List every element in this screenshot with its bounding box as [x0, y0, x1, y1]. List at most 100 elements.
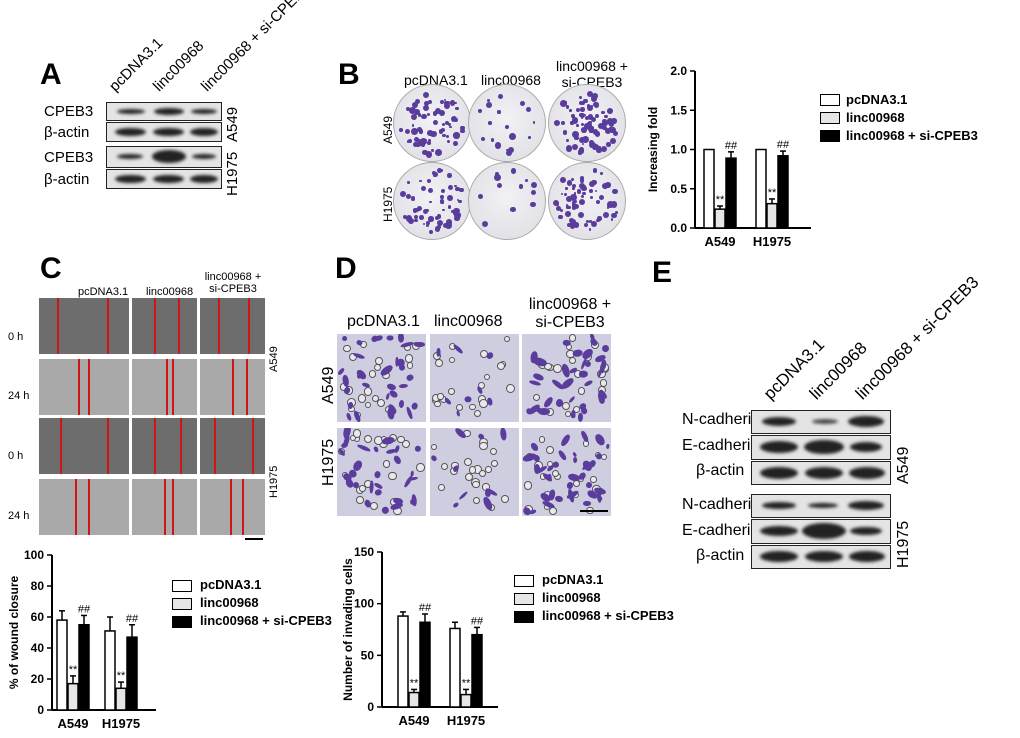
- panel-a-row-cpeb3-2: CPEB3: [44, 149, 94, 166]
- bar: [115, 687, 127, 711]
- legend-c-label-2: linc00968 + si-CPEB3: [200, 613, 332, 628]
- panel-e-letter: E: [652, 256, 673, 289]
- bar: [78, 624, 90, 711]
- blot-e-h1975-ecad: [751, 519, 891, 544]
- wound-image: [132, 359, 197, 415]
- panel-e-line-a549: A549: [895, 446, 912, 484]
- y-tick-label: 20: [31, 672, 45, 686]
- wound-image: [132, 418, 197, 474]
- panel-c-col-si: linc00968 + si-CPEB3: [203, 271, 263, 295]
- colony-dish: [393, 162, 471, 240]
- significance-mark: **: [462, 677, 471, 689]
- legend-b-swatch-1: [820, 112, 840, 124]
- bar: [104, 630, 116, 711]
- panel-e-row-ncad-2: N-cadherin: [682, 496, 761, 513]
- y-tick-label: 0.5: [670, 182, 687, 196]
- significance-mark: **: [716, 194, 725, 206]
- bar: [714, 208, 726, 229]
- panel-a-line-h1975: H1975: [224, 151, 241, 196]
- legend-b-label-0: pcDNA3.1: [846, 92, 908, 107]
- panel-e-row-actin-1: β-actin: [696, 462, 745, 479]
- y-tick-label: 60: [31, 610, 45, 624]
- significance-mark: ##: [725, 140, 738, 152]
- y-tick-label: 1.0: [670, 143, 687, 157]
- panel-c-col-si-line2: si-CPEB3: [209, 283, 257, 295]
- blot-a549-cpeb3: [106, 102, 222, 121]
- y-tick-label: 80: [31, 579, 45, 593]
- x-category-label: A549: [57, 716, 88, 731]
- panel-e-col-si: linc00968 + si-CPEB3: [851, 272, 983, 404]
- legend-d-swatch-2: [514, 611, 534, 623]
- panel-c-col-linc: linc00968: [146, 286, 194, 298]
- bar: [67, 682, 79, 711]
- panel-b-col-pcdna: pcDNA3.1: [404, 72, 468, 88]
- chart-c-wound-closure: 0 20 40 60 80 100% of wound closure ** ## A549 **…: [7, 548, 156, 731]
- wound-image: [39, 479, 129, 535]
- wound-image: [200, 359, 265, 415]
- panel-b-col-linc: linc00968: [481, 72, 541, 88]
- wound-image: [39, 418, 129, 474]
- panel-c-time-24h-a549: 24 h: [8, 390, 30, 402]
- significance-mark: ##: [126, 613, 139, 625]
- invasion-image: [430, 334, 519, 422]
- legend-c-label-1: linc00968: [200, 595, 259, 610]
- panel-d-col-si-line2: si-CPEB3: [535, 314, 605, 331]
- colony-dish: [468, 162, 546, 240]
- panel-c-letter: C: [40, 252, 62, 285]
- x-category-label: H1975: [102, 716, 140, 731]
- significance-mark: **: [768, 187, 777, 199]
- legend-b-swatch-0: [820, 94, 840, 106]
- legend-c-label-0: pcDNA3.1: [200, 577, 262, 592]
- panel-e-row-actin-2: β-actin: [696, 547, 745, 564]
- bar: [471, 633, 483, 708]
- scale-bar-c: [245, 538, 263, 540]
- significance-mark: ##: [419, 602, 432, 614]
- panel-e-row-ecad-2: E-cadherin: [682, 522, 760, 539]
- y-axis-label: % of wound closure: [7, 576, 21, 690]
- invasion-image: [522, 334, 611, 422]
- panel-d-col-si: linc00968 + si-CPEB3: [520, 296, 620, 332]
- wound-image: [132, 298, 197, 354]
- wound-image: [200, 298, 265, 354]
- significance-mark: ##: [78, 603, 91, 615]
- x-category-label: H1975: [447, 713, 485, 728]
- legend-b-label-1: linc00968: [846, 110, 905, 125]
- colony-dish: [393, 84, 471, 162]
- blot-h1975-cpeb3: [106, 146, 222, 168]
- bar: [725, 157, 737, 229]
- panel-e-row-ncad-1: N-cadherin: [682, 411, 761, 428]
- panel-e-row-ecad-1: E-cadherin: [682, 437, 760, 454]
- legend-b-swatch-2: [820, 130, 840, 142]
- panel-e-line-h1975: H1975: [895, 520, 912, 568]
- panel-a-row-cpeb3-1: CPEB3: [44, 103, 94, 120]
- bar: [755, 148, 767, 229]
- significance-mark: ##: [471, 615, 484, 627]
- y-axis-label: Increasing fold: [646, 107, 660, 192]
- panel-d-row-h1975: H1975: [320, 438, 337, 486]
- y-tick-label: 50: [361, 648, 375, 662]
- invasion-image: [337, 428, 426, 516]
- x-category-label: H1975: [753, 234, 791, 249]
- panel-c-time-24h-h1975: 24 h: [8, 510, 30, 522]
- legend-c-swatch-0: [172, 580, 192, 592]
- invasion-image: [337, 334, 426, 422]
- bar: [56, 619, 68, 711]
- significance-mark: **: [69, 664, 78, 676]
- panel-c-line-a549: A549: [268, 346, 280, 372]
- blot-e-a549-ecad: [751, 435, 891, 460]
- panel-b-letter: B: [338, 58, 360, 91]
- legend-d-label-0: pcDNA3.1: [542, 572, 604, 587]
- panel-c-col-si-line1: linc00968 +: [204, 271, 262, 283]
- legend-d-label-1: linc00968: [542, 590, 601, 605]
- y-tick-label: 0: [367, 700, 374, 714]
- y-tick-label: 2.0: [670, 64, 687, 78]
- legend-d-swatch-0: [514, 575, 534, 587]
- bar: [703, 148, 715, 229]
- scale-bar-d: [580, 510, 608, 512]
- blot-e-a549-ncad: [751, 410, 891, 434]
- invasion-image: [430, 428, 519, 516]
- significance-mark: ##: [777, 139, 790, 151]
- panel-a-col-si: linc00968 + si-CPEB3: [197, 0, 314, 95]
- bar: [126, 636, 138, 711]
